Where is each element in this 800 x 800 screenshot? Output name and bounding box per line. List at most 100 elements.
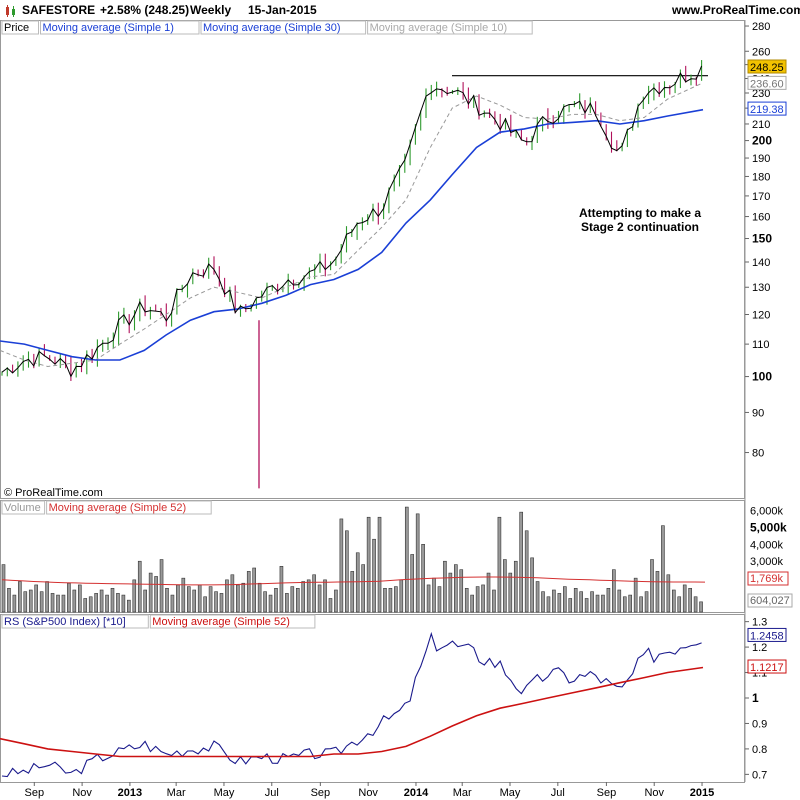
price-y-tick-label: 230 — [752, 88, 770, 100]
volume-bar — [252, 567, 256, 613]
price-y-tick-label: 100 — [752, 370, 772, 384]
x-tick-label: May — [214, 787, 235, 799]
volume-y-tick-label: 3,000k — [750, 556, 784, 568]
volume-bar — [464, 588, 469, 613]
price-y-tick-label: 200 — [752, 134, 772, 148]
volume-bar — [99, 589, 104, 613]
x-tick-label: Sep — [311, 787, 331, 799]
volume-bar — [677, 596, 682, 613]
volume-bar — [661, 525, 665, 613]
volume-bar — [279, 566, 284, 613]
volume-bar — [601, 594, 605, 613]
ma30-line — [0, 108, 704, 361]
volume-bar — [655, 571, 660, 613]
price-y-tick-label: 190 — [752, 153, 770, 165]
volume-bar — [639, 596, 643, 613]
x-tick-label: Sep — [597, 787, 617, 799]
price-value-label: 236.60 — [750, 78, 784, 90]
volume-bar — [334, 589, 338, 613]
date-label: 15-Jan-2015 — [248, 3, 317, 17]
volume-bar — [285, 593, 289, 613]
volume-bar — [503, 559, 507, 613]
volume-bar — [622, 596, 627, 613]
price-legend-entry: Moving average (Simple 30) — [203, 22, 341, 34]
volume-bar — [388, 588, 393, 613]
price-y-tick-label: 180 — [752, 171, 770, 183]
volume-value-box — [747, 571, 789, 586]
volume-bar — [421, 544, 425, 613]
volume-bar — [317, 584, 322, 613]
x-tick-label: Jul — [551, 787, 565, 799]
volume-bar — [541, 591, 545, 613]
price-legend-entry: Moving average (Simple 1) — [43, 22, 174, 34]
volume-bar — [121, 594, 126, 613]
volume-bar — [94, 593, 98, 613]
volume-bar — [88, 596, 93, 613]
volume-bar — [530, 557, 534, 613]
price-value-label: 248.25 — [750, 62, 784, 74]
volume-bar — [274, 588, 278, 613]
volume-bar — [666, 574, 671, 613]
volume-bar — [486, 572, 491, 613]
volume-bar — [552, 589, 556, 613]
volume-bar — [410, 554, 415, 613]
volume-bar — [513, 560, 518, 613]
volume-bar — [214, 591, 218, 613]
price-value-box — [747, 75, 787, 90]
x-tick-label: Jul — [265, 787, 279, 799]
price-y-tick-label: 80 — [752, 448, 764, 460]
volume-bar — [459, 569, 464, 613]
rs-value-box — [747, 627, 787, 642]
volume-bar — [241, 582, 246, 613]
rs-value-label: 1.1217 — [750, 662, 784, 674]
price-y-tick-label: 140 — [752, 257, 770, 269]
volume-bar — [617, 589, 622, 613]
volume-bar — [159, 559, 164, 613]
volume-bar — [508, 572, 513, 613]
site-label[interactable]: www.ProRealTime.com — [672, 3, 800, 17]
volume-bar — [688, 588, 692, 613]
price-value-box — [747, 59, 787, 74]
volume-bar — [236, 584, 240, 613]
price-y-tick-label: 120 — [752, 309, 770, 321]
x-tick-label: Nov — [358, 787, 378, 799]
volume-bar — [470, 594, 474, 613]
volume-bar — [590, 591, 594, 613]
volume-bar — [595, 594, 600, 613]
volume-bar — [448, 572, 453, 613]
x-tick-label: Nov — [72, 787, 92, 799]
volume-bar — [394, 586, 398, 613]
volume-bar — [454, 564, 458, 613]
volume-bar — [492, 589, 496, 613]
legend-box — [149, 614, 316, 629]
rs-panel-frame — [0, 614, 745, 783]
volume-bar — [56, 594, 60, 613]
price-y-tick-label: 260 — [752, 46, 770, 58]
price-legend-entry: Price — [4, 22, 29, 34]
price-value-box — [747, 101, 787, 116]
price-value-label: 219.38 — [750, 104, 784, 116]
volume-bar — [301, 581, 306, 613]
volume-bar — [154, 576, 158, 613]
volume-ma-line — [1, 576, 706, 586]
volume-bar — [699, 601, 703, 613]
volume-bar — [682, 584, 687, 613]
header-bar: SAFESTORE +2.58% (248.25) Weekly 15-Jan-… — [0, 0, 800, 20]
volume-bar — [192, 589, 197, 613]
volume-value-label: 1,769k — [750, 573, 784, 585]
volume-bar — [399, 579, 404, 613]
volume-bar — [268, 594, 273, 613]
legend-box — [1, 614, 149, 629]
volume-bar — [426, 584, 431, 613]
volume-bar — [61, 594, 66, 613]
volume-bar — [181, 577, 186, 613]
volume-bar — [148, 572, 153, 613]
volume-bar — [563, 586, 567, 613]
legend-box — [1, 500, 46, 515]
volume-bar — [372, 538, 376, 613]
volume-bar — [110, 588, 115, 613]
volume-bar — [170, 594, 175, 613]
rs-value-label: 1.2458 — [750, 630, 784, 642]
